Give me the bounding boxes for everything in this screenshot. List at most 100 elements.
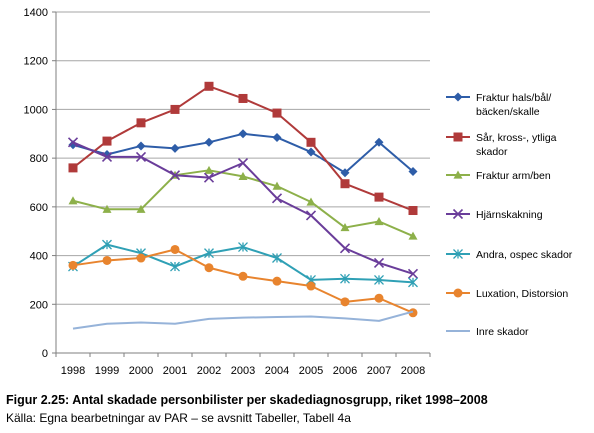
figure-caption-title: Figur 2.25: Antal skadade personbilister… (6, 393, 488, 407)
x-tick-label: 2007 (367, 365, 391, 377)
legend-label: bäcken/skalle (476, 106, 540, 118)
y-tick-label: 600 (30, 202, 48, 214)
legend-entry-4: Hjärnskakning (446, 208, 543, 221)
data-point-triangle (238, 171, 248, 181)
data-point-x (407, 268, 419, 279)
series-line (72, 85, 414, 212)
x-tick-label: 1999 (95, 365, 119, 377)
data-point-star (340, 273, 350, 284)
data-point-star (272, 253, 282, 263)
series-line (72, 132, 414, 174)
legend-label: Fraktur hals/bål/ (476, 92, 551, 104)
data-point-triangle (102, 204, 112, 213)
data-point-diamond (340, 168, 350, 178)
data-point-diamond (453, 92, 463, 102)
x-tick-label: 2003 (231, 365, 255, 377)
data-point-square (408, 206, 418, 216)
figure-caption-source: Källa: Egna bearbetningar av PAR – se av… (6, 411, 351, 425)
data-point-star (374, 274, 384, 285)
data-point-circle (408, 308, 418, 318)
data-point-circle (204, 263, 214, 273)
data-point-triangle (272, 181, 282, 190)
y-tick-label: 200 (30, 299, 48, 311)
data-point-square (102, 136, 112, 146)
data-point-diamond (170, 143, 180, 153)
data-point-x (339, 243, 351, 254)
series-line (72, 248, 414, 314)
data-point-triangle (453, 170, 463, 179)
data-point-diamond (272, 132, 282, 142)
data-point-x (203, 172, 215, 183)
data-point-triangle (204, 165, 214, 174)
data-point-square (374, 192, 384, 202)
data-point-star (102, 239, 112, 250)
data-point-x (101, 151, 113, 162)
data-point-circle (340, 297, 350, 307)
legend-entry-6: Luxation, Distorsion (446, 288, 568, 300)
data-point-circle (238, 271, 248, 281)
series-3 (68, 165, 418, 240)
data-point-star (453, 249, 463, 259)
legend-label: skador (476, 146, 508, 158)
data-point-square (340, 179, 350, 189)
data-point-square (238, 93, 248, 103)
x-tick-label: 2000 (129, 365, 153, 377)
data-point-diamond (374, 137, 384, 147)
x-tick-label: 2005 (299, 365, 323, 377)
y-tick-label: 800 (30, 153, 48, 165)
legend-entry-2: Sår, kross-, ytliga skador (446, 132, 557, 158)
x-tick-label: 2006 (333, 365, 357, 377)
data-point-x (271, 193, 283, 204)
data-point-diamond (238, 129, 248, 139)
legend-label: Sår, kross-, ytliga (476, 132, 557, 144)
data-point-x (237, 157, 249, 169)
data-point-circle (170, 244, 180, 254)
data-point-circle (102, 255, 112, 265)
series-2 (68, 81, 418, 216)
data-point-star (170, 261, 180, 272)
data-point-circle (306, 281, 316, 291)
data-point-square (453, 132, 463, 142)
x-tick-label: 2001 (163, 365, 187, 377)
x-tick-label: 2004 (265, 365, 289, 377)
legend-entry-5: Andra, ospec skador (446, 249, 573, 261)
data-point-star (204, 248, 214, 259)
data-point-x (67, 137, 79, 148)
data-point-square (136, 118, 146, 128)
data-point-x (169, 170, 181, 181)
data-point-square (306, 137, 316, 147)
y-tick-label: 1400 (24, 7, 48, 19)
data-point-circle (272, 276, 282, 286)
data-point-x (305, 210, 317, 221)
data-point-square (204, 81, 214, 91)
data-point-square (170, 104, 180, 114)
data-point-x (373, 257, 385, 268)
y-tick-label: 1000 (24, 104, 48, 116)
data-point-square (272, 108, 282, 118)
data-point-x (135, 151, 147, 162)
legend-label: Andra, ospec skador (476, 249, 573, 261)
series-group (67, 81, 419, 330)
series-1 (68, 129, 418, 178)
x-tick-label: 1998 (61, 365, 85, 377)
legend-label: Luxation, Distorsion (476, 288, 568, 300)
data-point-diamond (204, 137, 214, 147)
series-7 (72, 310, 414, 330)
data-point-diamond (408, 167, 418, 177)
data-point-triangle (136, 204, 146, 213)
data-point-triangle (374, 216, 384, 226)
series-4 (67, 137, 419, 279)
data-point-star (238, 242, 248, 253)
x-tick-label: 2002 (197, 365, 221, 377)
data-point-star (408, 277, 418, 288)
legend-entry-7: Inre skador (446, 326, 529, 338)
data-point-circle (136, 253, 146, 263)
data-point-x (452, 208, 464, 220)
x-tick-label: 2008 (401, 365, 425, 377)
series-line (72, 310, 414, 330)
legend-label: Inre skador (476, 326, 529, 338)
legend-entry-1: Fraktur hals/bål/bäcken/skalle (446, 92, 551, 118)
series-6 (68, 244, 418, 318)
data-point-triangle (340, 223, 350, 232)
data-point-triangle (68, 196, 78, 205)
